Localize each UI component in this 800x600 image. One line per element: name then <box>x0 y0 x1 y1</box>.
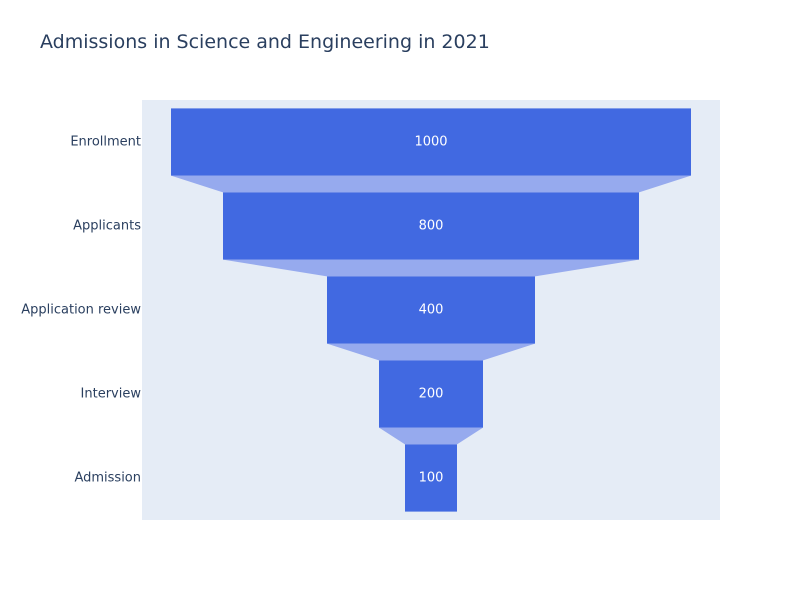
chart-title: Admissions in Science and Engineering in… <box>40 31 490 53</box>
category-label-interview: Interview <box>81 387 142 402</box>
funnel-connectors <box>171 175 691 445</box>
funnel-bar-admission <box>405 444 457 512</box>
category-label-admission: Admission <box>74 471 141 486</box>
funnel-bar-application-review <box>327 276 535 344</box>
value-label-application-review: 400 <box>419 303 444 318</box>
category-label-enrollment: Enrollment <box>70 135 141 150</box>
funnel-bar-applicants <box>223 192 639 260</box>
category-label-applicants: Applicants <box>73 219 141 234</box>
funnel-connector-application-review <box>327 343 535 361</box>
value-label-enrollment: 1000 <box>414 135 447 150</box>
value-label-applicants: 800 <box>419 219 444 234</box>
value-label-admission: 100 <box>419 471 444 486</box>
funnel-connector-interview <box>379 427 483 445</box>
funnel-bar-enrollment <box>171 108 691 176</box>
funnel-bars <box>171 108 691 512</box>
funnel-connector-enrollment <box>171 175 691 193</box>
value-label-interview: 200 <box>419 387 444 402</box>
category-label-application-review: Application review <box>21 303 141 318</box>
category-labels: Enrollment Applicants Application review In… <box>21 135 141 486</box>
funnel-bar-interview <box>379 360 483 428</box>
value-labels: 1000 800 400 200 100 <box>414 135 447 486</box>
funnel-connector-applicants <box>223 259 639 277</box>
